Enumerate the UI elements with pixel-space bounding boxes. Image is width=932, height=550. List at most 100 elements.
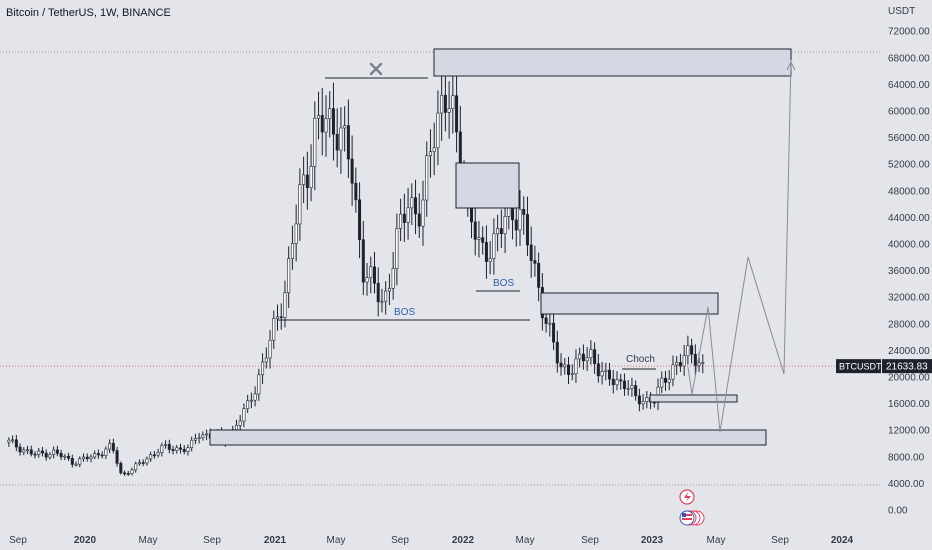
time-axis[interactable] [0,528,880,550]
candle-body [481,237,485,243]
candle-body [675,362,679,366]
candle-body [503,216,507,235]
candle-body [275,316,279,319]
x-tick-label: 2021 [264,535,287,546]
candle-body [182,448,186,452]
x-tick-label: Sep [771,535,789,546]
candle-body [641,401,645,405]
candle-body [350,158,354,184]
candle-body [544,317,548,324]
candle-body [249,399,253,402]
projection-arrow-icon [786,60,796,71]
chart-title: Bitcoin / TetherUS, 1W, BINANCE [6,7,171,19]
y-tick-label: 20000.00 [888,373,930,384]
candle-body [391,268,395,289]
candle-body [305,174,309,189]
candle-body [234,425,238,430]
candle-body [417,213,421,227]
candle-body [645,397,649,402]
candle-body [369,266,373,278]
candle-body [294,223,298,244]
candle-body [428,151,432,157]
candle-body [74,463,78,466]
candle-body [421,199,425,227]
candle-body [171,449,175,451]
candle-body [346,125,350,160]
candle-body [253,393,257,401]
x-tick-label: May [139,535,158,546]
candle-body [384,290,388,302]
bos-label-upper: BOS [493,278,514,289]
candle-body [331,108,335,135]
supply-zone-right[interactable] [540,292,719,315]
candle-body [96,453,100,456]
candle-body [581,353,585,362]
candle-body [197,437,201,439]
candle-body [93,453,97,458]
candle-body [70,458,74,465]
us-flag-icon[interactable] [679,510,705,526]
candle-body [137,462,141,465]
candle-body [414,197,418,215]
candle-body [578,353,582,360]
x-tick-label: May [707,535,726,546]
candle-body [205,433,209,436]
projection-path[interactable] [687,59,792,433]
candle-body [436,112,440,149]
candle-body [279,316,283,319]
candle-body [14,439,18,448]
y-tick-label: 32000.00 [888,293,930,304]
demand-zone-small[interactable] [649,394,738,403]
lightning-icon[interactable] [679,489,695,505]
candle-body [555,341,559,364]
x-tick-label: Sep [391,535,409,546]
candle-body [690,345,694,355]
candle-body [455,95,459,133]
candle-body [667,378,671,383]
supply-zone-mid[interactable] [455,162,520,209]
candle-body [283,292,287,318]
candle-body [320,115,324,133]
candle-body [451,95,455,110]
price-axis[interactable] [880,0,932,550]
candle-body [637,395,641,405]
y-tick-label: 24000.00 [888,346,930,357]
y-tick-label: 0.00 [888,506,908,517]
candle-body [328,108,332,119]
candle-body [100,454,104,457]
candle-body [89,456,93,460]
currency-label: USDT [888,6,915,17]
supply-zone-top[interactable] [433,48,792,77]
candle-body [44,452,48,458]
candle-body [18,446,22,453]
candle-body [622,380,626,389]
candle-body [682,355,686,367]
candle-body [290,243,294,259]
cross-icon [369,62,383,76]
candle-body [678,362,682,367]
y-tick-label: 36000.00 [888,266,930,277]
candle-body [324,118,328,133]
candle-body [287,258,291,294]
bos-label-lower: BOS [394,307,415,318]
candle-body [663,377,667,383]
x-tick-label: 2022 [452,535,475,546]
y-tick-label: 28000.00 [888,319,930,330]
candle-body [693,353,697,366]
candle-body [201,434,205,438]
y-tick-label: 44000.00 [888,213,930,224]
candle-body [108,443,112,450]
candle-body [26,449,30,452]
candle-body [372,266,376,284]
candle-body [671,364,675,380]
candle-body [149,454,153,460]
candle-body [130,469,134,474]
demand-zone-bottom[interactable] [209,429,767,446]
candle-body [604,369,608,372]
candle-body [335,133,339,151]
y-tick-label: 72000.00 [888,27,930,38]
candle-body [7,439,11,443]
candle-body [402,213,406,223]
candle-body [22,449,26,453]
